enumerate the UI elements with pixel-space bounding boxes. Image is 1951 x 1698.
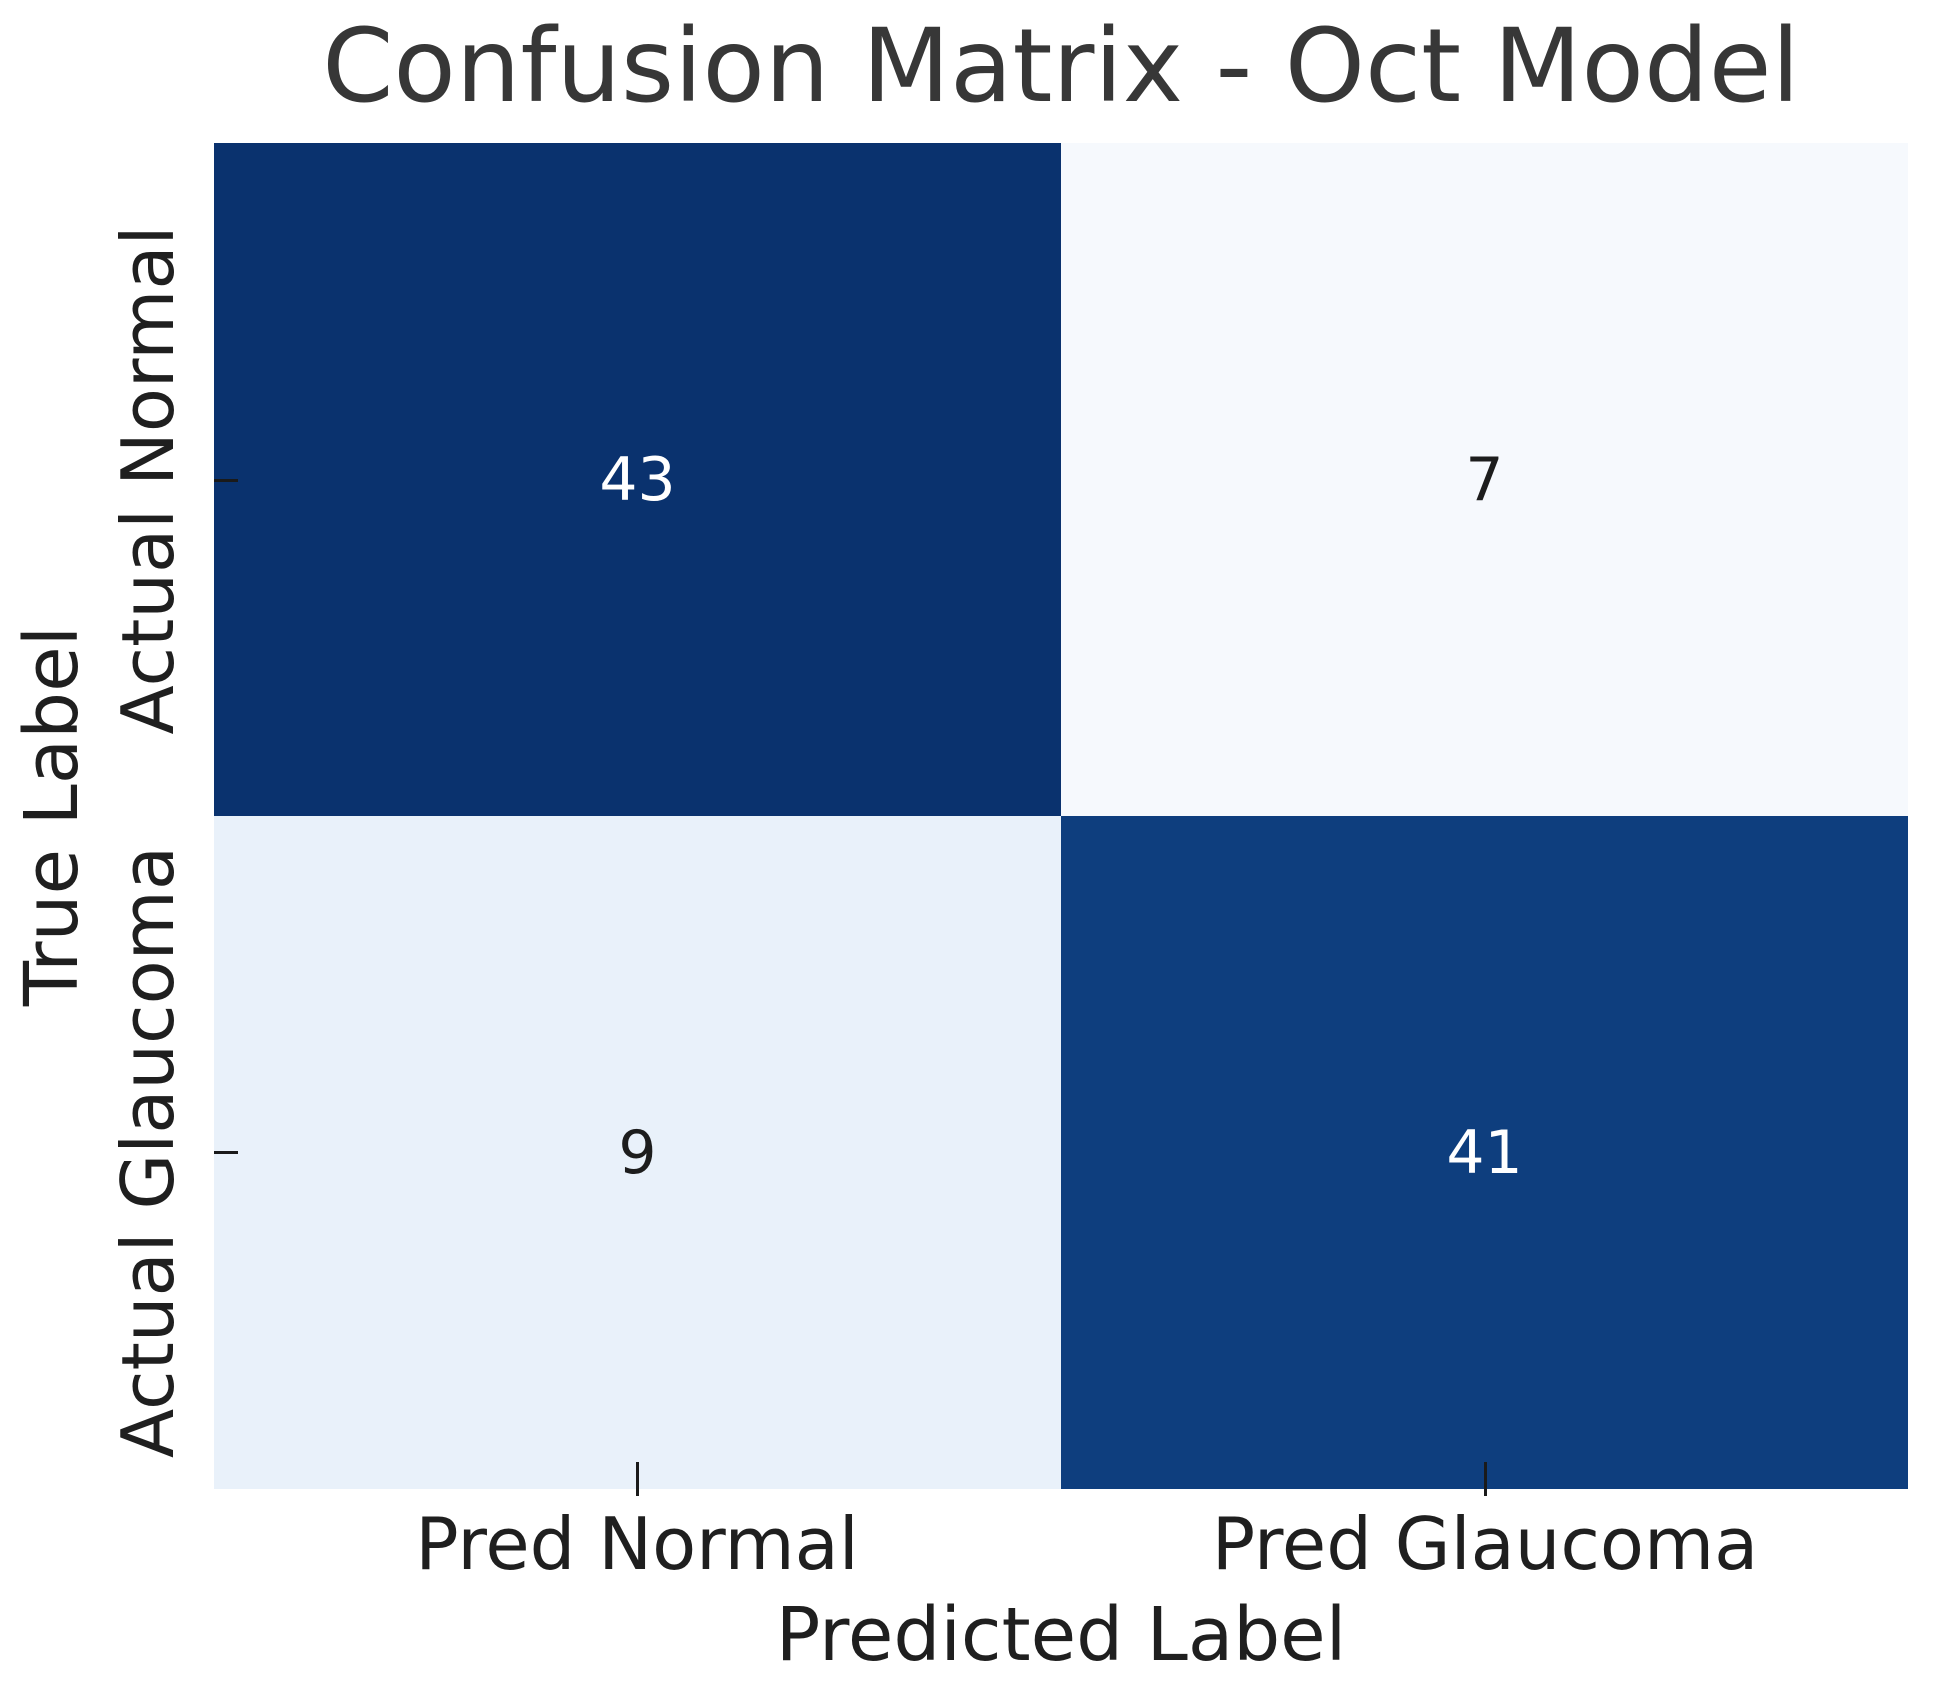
cell-value-false-positive: 7 bbox=[1465, 444, 1504, 515]
y-tick-row-1 bbox=[214, 479, 238, 482]
cell-value-true-positive: 41 bbox=[1446, 1117, 1523, 1188]
heatmap-grid: 43 7 9 41 bbox=[214, 143, 1908, 1489]
y-axis-label: True Label bbox=[9, 625, 95, 1007]
cell-actual-normal-pred-glaucoma: 7 bbox=[1061, 143, 1908, 816]
cell-actual-glaucoma-pred-glaucoma: 41 bbox=[1061, 816, 1908, 1489]
chart-title: Confusion Matrix - Oct Model bbox=[322, 7, 1800, 126]
cell-value-false-negative: 9 bbox=[618, 1117, 657, 1188]
x-tick-col-2 bbox=[1484, 1462, 1487, 1496]
y-tick-row-2 bbox=[214, 1151, 238, 1154]
cell-actual-glaucoma-pred-normal: 9 bbox=[214, 816, 1061, 1489]
cell-value-true-negative: 43 bbox=[599, 444, 676, 515]
cell-actual-normal-pred-normal: 43 bbox=[214, 143, 1061, 816]
y-tick-label-actual-glaucoma: Actual Glaucoma bbox=[106, 846, 190, 1458]
x-tick-label-pred-normal: Pred Normal bbox=[415, 1502, 859, 1586]
x-tick-label-pred-glaucoma: Pred Glaucoma bbox=[1211, 1502, 1759, 1586]
x-tick-col-1 bbox=[636, 1462, 639, 1496]
y-tick-label-actual-normal: Actual Normal bbox=[106, 225, 190, 735]
x-axis-label: Predicted Label bbox=[775, 1592, 1347, 1678]
